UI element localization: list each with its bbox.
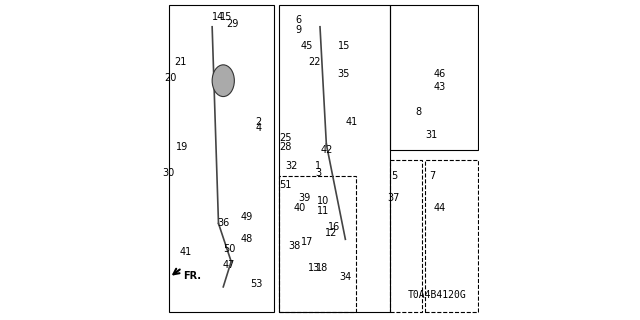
Text: 31: 31	[425, 130, 437, 140]
Text: 32: 32	[285, 161, 298, 171]
Text: 53: 53	[250, 279, 263, 289]
Text: FR.: FR.	[184, 271, 202, 281]
Text: 38: 38	[288, 241, 300, 251]
Text: 29: 29	[227, 19, 239, 28]
Text: 3: 3	[316, 168, 321, 178]
Text: 35: 35	[338, 69, 350, 79]
Text: 44: 44	[434, 203, 446, 212]
Text: 18: 18	[316, 263, 328, 273]
Text: 37: 37	[387, 193, 400, 203]
Text: 30: 30	[163, 168, 175, 178]
Text: 10: 10	[317, 196, 330, 206]
Text: 49: 49	[240, 212, 253, 222]
Text: 41: 41	[179, 247, 191, 257]
Text: 34: 34	[339, 272, 351, 282]
Text: 19: 19	[176, 142, 188, 152]
Text: 36: 36	[217, 219, 229, 228]
Text: 41: 41	[346, 117, 358, 127]
Text: 28: 28	[279, 142, 291, 152]
Text: 42: 42	[320, 146, 333, 156]
Text: T0A4B4120G: T0A4B4120G	[408, 290, 467, 300]
Text: 14: 14	[212, 12, 225, 22]
Text: 12: 12	[325, 228, 337, 238]
Text: 5: 5	[392, 171, 397, 181]
Text: 51: 51	[279, 180, 291, 190]
Text: 9: 9	[296, 25, 301, 35]
Text: 20: 20	[164, 73, 177, 83]
Text: 40: 40	[293, 203, 305, 212]
Text: 22: 22	[308, 57, 321, 67]
Text: 48: 48	[241, 234, 253, 244]
Text: 45: 45	[300, 41, 312, 51]
Text: 7: 7	[429, 171, 436, 181]
Text: 25: 25	[279, 133, 291, 143]
Text: 13: 13	[308, 263, 320, 273]
Text: 17: 17	[301, 237, 313, 247]
Text: 4: 4	[255, 123, 261, 133]
Text: 46: 46	[434, 69, 446, 79]
Text: 43: 43	[434, 82, 446, 92]
Text: 1: 1	[316, 161, 321, 171]
Text: 16: 16	[328, 222, 340, 232]
Text: 50: 50	[223, 244, 235, 254]
Text: 47: 47	[223, 260, 235, 270]
Text: 2: 2	[255, 117, 261, 127]
Text: 8: 8	[415, 108, 421, 117]
Text: 15: 15	[338, 41, 350, 51]
Text: 15: 15	[220, 12, 232, 22]
Text: 6: 6	[296, 15, 301, 25]
Text: 21: 21	[174, 57, 187, 67]
Text: 11: 11	[317, 206, 330, 216]
Ellipse shape	[212, 65, 234, 97]
Text: 39: 39	[299, 193, 311, 203]
